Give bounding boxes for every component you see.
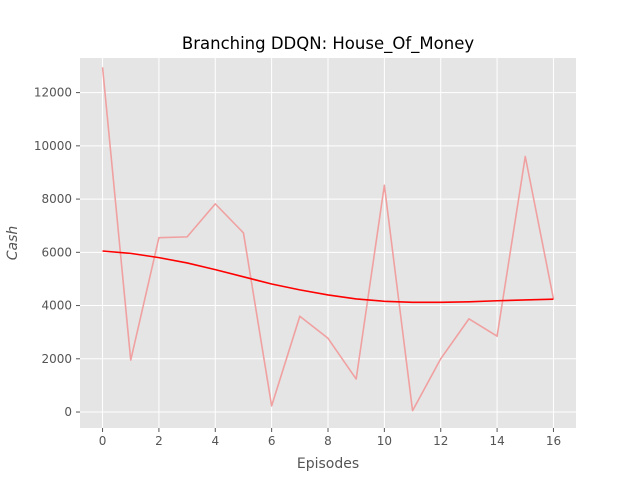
x-tick-label: 2 <box>155 434 163 448</box>
grid <box>80 58 576 428</box>
y-axis-ticks: 0 2000 4000 6000 8000 10000 12000 <box>34 86 80 419</box>
x-tick-label: 12 <box>433 434 448 448</box>
smoothed-cash-series-line <box>102 250 554 304</box>
y-axis-label: Cash <box>5 226 21 261</box>
y-tick-label: 4000 <box>41 299 72 313</box>
x-tick-label: 4 <box>211 434 219 448</box>
y-tick-label: 2000 <box>41 352 72 366</box>
x-axis-label: Episodes <box>297 456 359 472</box>
x-tick-label: 10 <box>377 434 392 448</box>
x-tick-label: 16 <box>546 434 561 448</box>
series-group <box>101 67 555 412</box>
y-tick-label: 0 <box>64 405 72 419</box>
x-axis-ticks: 0 2 4 6 8 10 12 14 16 <box>99 428 561 448</box>
x-tick-label: 0 <box>99 434 107 448</box>
y-tick-label: 10000 <box>34 139 72 153</box>
raw-cash-series-line <box>101 67 555 412</box>
x-tick-label: 14 <box>489 434 504 448</box>
y-tick-label: 12000 <box>34 86 72 100</box>
y-tick-label: 6000 <box>41 245 72 259</box>
x-tick-label: 8 <box>324 434 332 448</box>
y-tick-label: 8000 <box>41 192 72 206</box>
x-tick-label: 6 <box>268 434 276 448</box>
chart-title: Branching DDQN: House_Of_Money <box>182 34 474 54</box>
